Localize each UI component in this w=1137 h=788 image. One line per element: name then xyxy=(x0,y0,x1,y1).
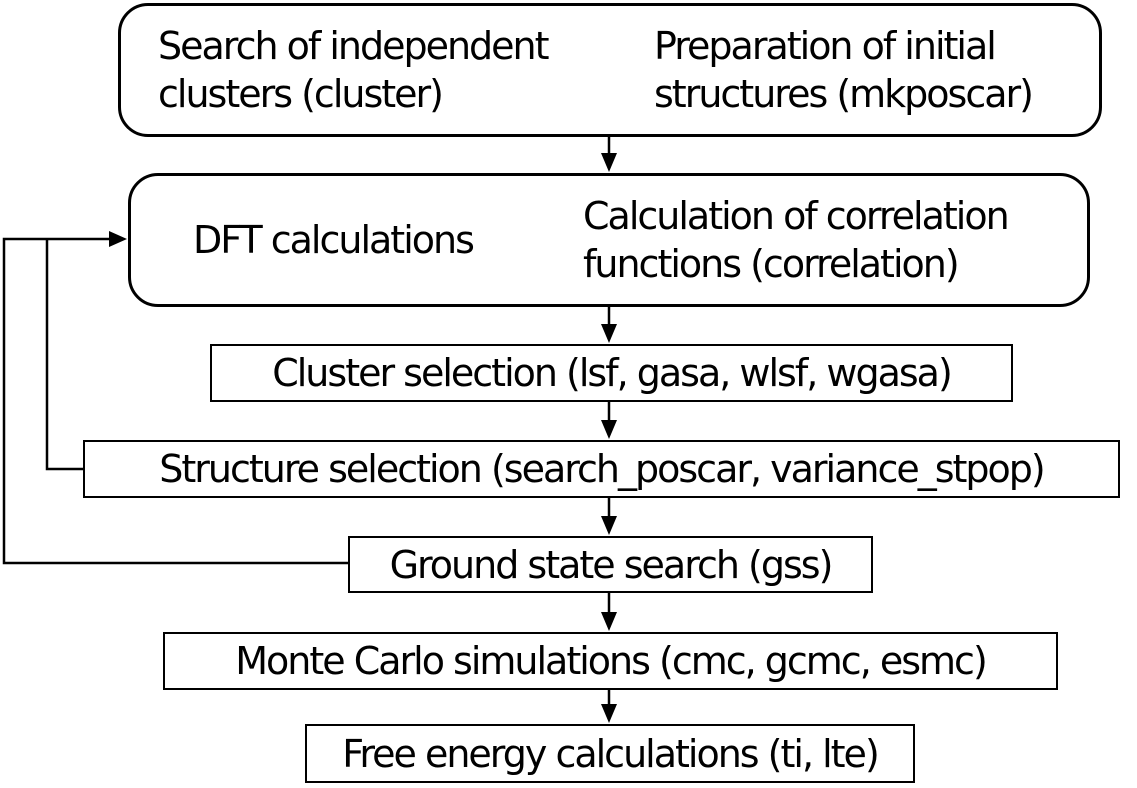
label-prepare-structures-line1: Preparation of initial xyxy=(654,24,997,68)
node-structure-selection: Structure selection (search_poscar, vari… xyxy=(83,440,1120,498)
label-search-clusters-line1: Search of independent xyxy=(158,24,550,68)
arrow-structure-selection-to-ground-state xyxy=(601,498,617,535)
node-cluster-selection: Cluster selection (lsf, gasa, wlsf, wgas… xyxy=(210,344,1013,402)
arrow-dft-to-cluster-selection xyxy=(601,307,617,343)
arrow-monte-carlo-to-free-energy xyxy=(601,690,617,723)
label-search-clusters-line2: clusters (cluster) xyxy=(158,72,444,116)
label-correlation-functions: Calculation of correlation functions (co… xyxy=(583,192,1010,288)
label-monte-carlo: Monte Carlo simulations (cmc, gcmc, esmc… xyxy=(235,639,988,683)
label-dft-calculations-line1: DFT calculations xyxy=(193,218,475,262)
node-initial-setup: Search of independent clusters (cluster)… xyxy=(118,3,1102,137)
label-search-clusters: Search of independent clusters (cluster) xyxy=(158,22,550,118)
feedback-arrow-ground-state-to-dft xyxy=(2,231,348,565)
label-free-energy: Free energy calculations (ti, lte) xyxy=(342,731,880,776)
label-prepare-structures: Preparation of initial structures (mkpos… xyxy=(654,22,1034,118)
node-dft-correlation: DFT calculations Calculation of correlat… xyxy=(128,173,1090,307)
arrow-cluster-selection-to-structure-selection xyxy=(601,402,617,439)
label-correlation-functions-line1: Calculation of correlation xyxy=(583,194,1010,238)
node-monte-carlo: Monte Carlo simulations (cmc, gcmc, esmc… xyxy=(163,632,1058,690)
label-prepare-structures-line2: structures (mkposcar) xyxy=(654,72,1034,116)
label-correlation-functions-line2: functions (correlation) xyxy=(583,242,960,286)
label-ground-state-search: Ground state search (gss) xyxy=(389,542,834,587)
label-structure-selection: Structure selection (search_poscar, vari… xyxy=(159,447,1046,491)
arrow-setup-to-dft xyxy=(601,136,617,172)
label-cluster-selection: Cluster selection (lsf, gasa, wlsf, wgas… xyxy=(272,351,953,395)
feedback-line-structure-selection-to-dft xyxy=(45,238,83,471)
node-free-energy: Free energy calculations (ti, lte) xyxy=(305,724,915,783)
label-dft-calculations: DFT calculations xyxy=(193,216,475,264)
node-ground-state-search: Ground state search (gss) xyxy=(348,536,873,593)
arrow-ground-state-to-monte-carlo xyxy=(601,593,617,631)
